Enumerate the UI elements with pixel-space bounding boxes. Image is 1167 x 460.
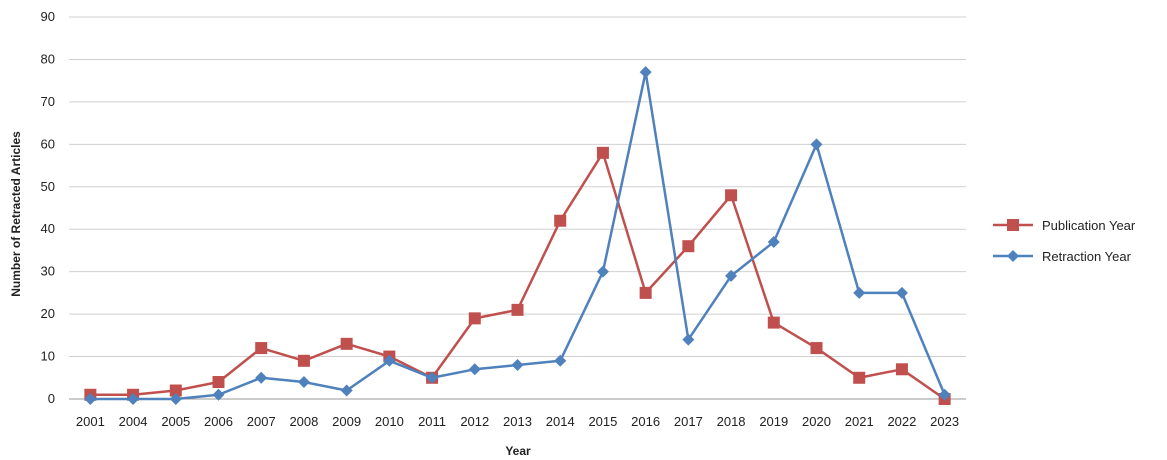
retraction-year-point	[682, 333, 695, 346]
x-tick-label: 2001	[76, 414, 105, 429]
x-tick-label: 2012	[460, 414, 489, 429]
retraction-year-point	[212, 388, 225, 401]
retraction-year-point	[596, 265, 609, 278]
retraction-year-point	[810, 138, 823, 151]
y-tick-label: 90	[41, 9, 55, 24]
x-tick-labels: 2001 2004 2005 2006 2007 2008 2009 2010 2011 2012…	[76, 414, 959, 429]
retraction-year-point	[426, 371, 439, 384]
retraction-year-point	[767, 235, 780, 248]
x-tick-label: 2008	[289, 414, 318, 429]
x-tick-label: 2023	[930, 414, 959, 429]
publication-year-point	[639, 286, 652, 299]
x-tick-label: 2016	[631, 414, 660, 429]
y-tick-label: 60	[41, 136, 55, 151]
legend-marker-square	[1007, 219, 1019, 231]
publication-year-point	[554, 214, 567, 227]
retraction-year-point	[639, 66, 652, 79]
legend-label: Publication Year	[1042, 218, 1136, 233]
x-tick-label: 2018	[717, 414, 746, 429]
x-tick-label: 2014	[546, 414, 575, 429]
retraction-year-point	[725, 269, 738, 282]
publication-year-point	[340, 337, 353, 350]
y-tick-labels: 0 10 20 30 40 50 60 70 80 90	[41, 9, 55, 406]
publication-year-point	[767, 316, 780, 329]
x-tick-label: 2013	[503, 414, 532, 429]
retraction-year-point	[340, 384, 353, 397]
legend-label: Retraction Year	[1042, 249, 1132, 264]
x-tick-label: 2010	[375, 414, 404, 429]
retraction-year-point	[255, 371, 268, 384]
x-tick-label: 2021	[845, 414, 874, 429]
y-axis-title: Number of Retracted Articles	[9, 131, 23, 297]
publication-year-point	[682, 240, 695, 253]
retraction-year-point	[468, 363, 481, 376]
publication-year-point	[853, 371, 866, 384]
x-axis-title: Year	[505, 444, 531, 458]
y-tick-label: 20	[41, 306, 55, 321]
publication-year-point	[255, 342, 268, 355]
retraction-year-point	[383, 354, 396, 367]
x-tick-label: 2019	[759, 414, 788, 429]
publication-year-point	[810, 342, 823, 355]
y-tick-label: 70	[41, 94, 55, 109]
publication-year-point	[596, 146, 609, 159]
x-tick-label: 2022	[887, 414, 916, 429]
x-tick-label: 2006	[204, 414, 233, 429]
y-tick-label: 80	[41, 51, 55, 66]
retraction-year-point	[554, 354, 567, 367]
retraction-year-point	[853, 286, 866, 299]
publication-year-point	[212, 376, 225, 389]
x-tick-label: 2015	[588, 414, 617, 429]
retraction-year-point	[297, 376, 310, 389]
x-tick-label: 2004	[119, 414, 148, 429]
x-tick-label: 2011	[418, 414, 446, 429]
y-tick-label: 0	[48, 391, 55, 406]
legend: Publication Year Retraction Year	[993, 218, 1136, 264]
publication-year-point	[895, 363, 908, 376]
retraction-year-point	[169, 393, 182, 405]
y-tick-label: 40	[41, 221, 55, 236]
x-tick-label: 2007	[247, 414, 276, 429]
retraction-year-point	[84, 393, 97, 405]
publication-year-point	[511, 303, 524, 316]
publication-year-point	[725, 189, 738, 202]
y-tick-label: 50	[41, 179, 55, 194]
y-tick-label: 30	[41, 264, 55, 279]
retraction-year-point	[895, 286, 908, 299]
x-tick-label: 2017	[674, 414, 703, 429]
legend-marker-diamond	[1007, 250, 1019, 262]
gridlines	[69, 16, 966, 358]
retraction-year-point	[127, 393, 140, 405]
x-tick-label: 2005	[161, 414, 190, 429]
publication-year-point	[169, 384, 182, 397]
series-group	[84, 66, 951, 405]
retraction-year-point	[511, 359, 524, 372]
retraction-year-point	[938, 388, 951, 401]
x-tick-label: 2009	[332, 414, 361, 429]
publication-year-point	[468, 312, 481, 325]
publication-year-point	[297, 354, 310, 367]
x-tick-label: 2020	[802, 414, 831, 429]
y-tick-label: 10	[41, 349, 55, 364]
